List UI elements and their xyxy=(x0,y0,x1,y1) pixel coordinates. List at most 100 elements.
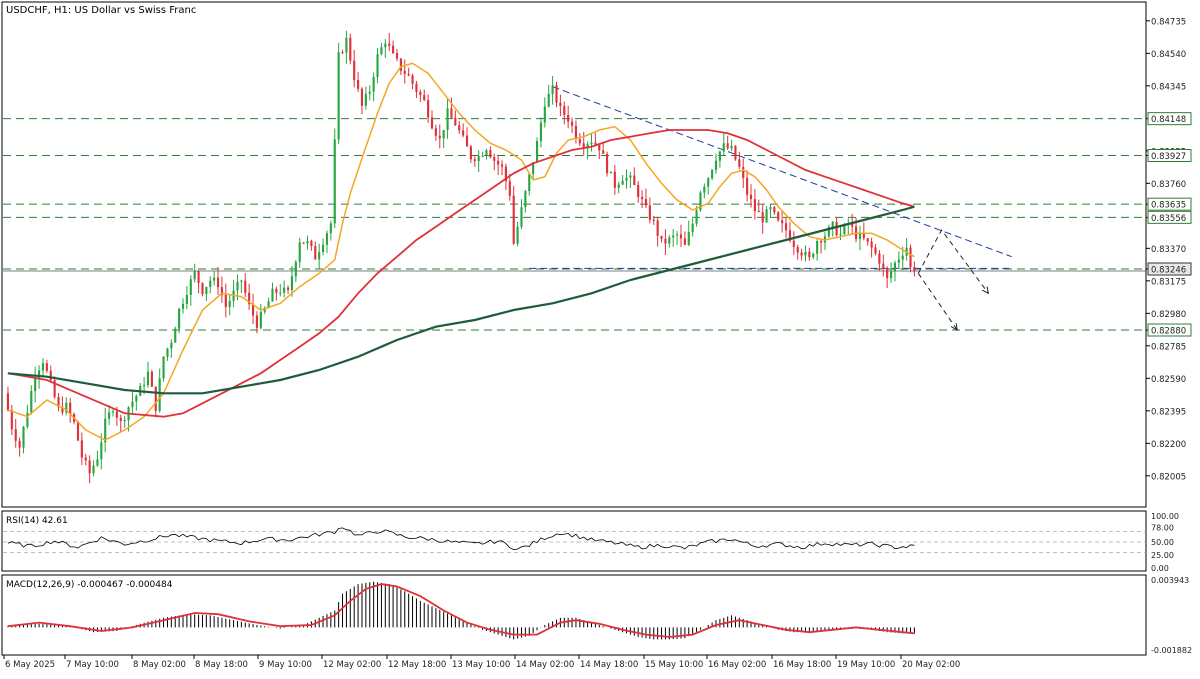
price-axis[interactable]: 0.847350.845400.843450.841480.839550.839… xyxy=(1146,17,1192,482)
price-label-box xyxy=(1147,210,1192,224)
candle-body xyxy=(839,234,842,236)
price-tick-label: 0.83927 xyxy=(1151,152,1186,162)
candle-body xyxy=(637,185,640,198)
macd-signal-line xyxy=(7,583,915,638)
candle-body xyxy=(711,169,714,179)
candle-body xyxy=(248,292,251,305)
candle-body xyxy=(753,199,756,212)
rsi-tick-label: 0.00 xyxy=(1151,564,1169,573)
candle-body xyxy=(154,386,157,411)
candle-body xyxy=(438,135,441,139)
candle-body xyxy=(578,139,581,144)
candle-body xyxy=(279,292,282,294)
candle-body xyxy=(228,300,231,308)
price-tick-label: 0.84345 xyxy=(1151,82,1186,92)
candle-body xyxy=(819,241,823,243)
candle-body xyxy=(555,85,558,103)
candle-body xyxy=(26,412,29,427)
candle-body xyxy=(691,223,694,233)
time-tick-label: 7 May 10:00 xyxy=(66,660,119,670)
candle-body xyxy=(310,240,313,246)
candle-body xyxy=(742,166,745,178)
candle-body xyxy=(652,219,655,221)
candle-body xyxy=(403,70,406,75)
candle-body xyxy=(617,184,620,188)
time-tick-label: 12 May 02:00 xyxy=(323,660,381,670)
candle-body xyxy=(520,207,523,227)
candle-body xyxy=(10,410,13,430)
rsi-tick-label: 78.00 xyxy=(1151,523,1174,532)
candles xyxy=(6,30,916,484)
candle-body xyxy=(388,43,391,46)
candle-body xyxy=(392,45,395,54)
moving-average-2 xyxy=(7,205,915,395)
price-tick-label: 0.83246 xyxy=(1151,266,1186,276)
candle-body xyxy=(800,252,803,256)
candle-body xyxy=(629,175,632,178)
candle-body xyxy=(275,288,278,293)
rsi-line xyxy=(7,527,915,551)
candle-body xyxy=(37,370,41,378)
price-label-box xyxy=(1147,323,1192,337)
candle-body xyxy=(656,220,659,236)
candle-body xyxy=(236,281,239,291)
candle-body xyxy=(65,402,68,413)
time-axis[interactable]: 6 May 2025 7 May 10:00 8 May 02:00 8 May 18… xyxy=(3,655,960,670)
candle-body xyxy=(788,230,791,241)
candle-body xyxy=(302,242,305,244)
candle-body xyxy=(664,238,667,244)
candle-body xyxy=(777,212,780,221)
chart-title: USDCHF, H1: US Dollar vs Swiss Franc xyxy=(6,5,196,16)
candle-body xyxy=(792,240,795,247)
candle-body xyxy=(473,159,476,162)
candle-body xyxy=(699,192,702,211)
candle-body xyxy=(586,144,589,149)
arrow-head-0 xyxy=(981,286,990,295)
candle-body xyxy=(329,223,332,234)
candle-body xyxy=(695,210,698,224)
candle-body xyxy=(633,175,636,186)
candle-body xyxy=(866,238,869,242)
candle-body xyxy=(364,93,367,106)
candle-body xyxy=(360,88,364,106)
time-tick-label: 6 May 2025 xyxy=(5,660,55,670)
horizontal-levels xyxy=(3,118,1146,331)
candle-body xyxy=(376,54,379,78)
candle-body xyxy=(862,233,865,239)
candle-body xyxy=(306,240,309,244)
candle-body xyxy=(255,315,259,328)
candle-body xyxy=(539,122,543,142)
candle-body xyxy=(76,421,80,441)
candle-body xyxy=(598,144,601,151)
candle-body xyxy=(882,263,885,268)
time-tick-label: 8 May 02:00 xyxy=(133,660,186,670)
candle-body xyxy=(761,212,764,223)
candle-body xyxy=(462,130,465,136)
candle-body xyxy=(493,157,496,161)
candle-body xyxy=(500,164,504,167)
price-tick-label: 0.82980 xyxy=(1151,310,1186,320)
candle-body xyxy=(816,241,819,254)
candle-body xyxy=(454,117,457,126)
candle-body xyxy=(465,135,469,147)
candle-body xyxy=(333,139,336,224)
candle-body xyxy=(146,371,150,386)
candle-body xyxy=(100,442,103,460)
candle-body xyxy=(69,402,72,414)
candle-body xyxy=(609,171,613,174)
candle-body xyxy=(178,308,181,329)
candle-body xyxy=(298,242,301,262)
candle-body xyxy=(96,459,99,466)
trendlines xyxy=(529,86,1012,269)
macd-pane-frame xyxy=(1,574,1147,656)
candle-body xyxy=(115,411,118,418)
candle-body xyxy=(244,280,247,293)
candle-body xyxy=(181,303,185,309)
candle-body xyxy=(901,255,904,260)
rsi-pane: 100.00 78.00 50.00 25.00 0.00 xyxy=(3,512,1179,573)
candle-body xyxy=(551,85,554,94)
candle-body xyxy=(143,385,146,387)
candle-body xyxy=(831,221,834,228)
candle-body xyxy=(267,301,270,309)
